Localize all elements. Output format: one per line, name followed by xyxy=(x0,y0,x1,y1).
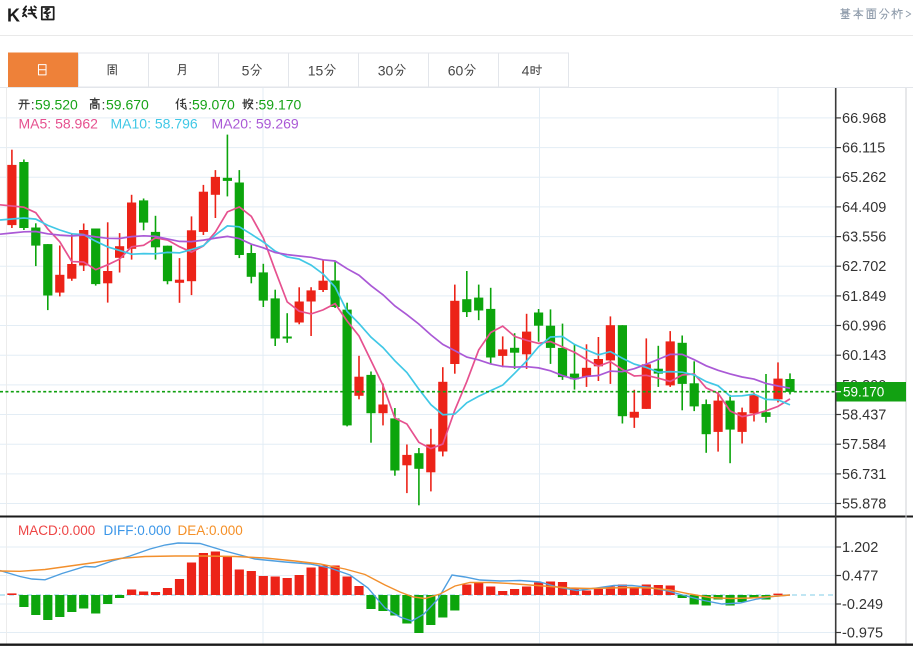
svg-text:59.670: 59.670 xyxy=(106,97,149,113)
svg-text:55.878: 55.878 xyxy=(842,497,886,513)
svg-text:59.170: 59.170 xyxy=(843,385,884,400)
svg-text:0.477: 0.477 xyxy=(842,569,878,585)
svg-text:62.702: 62.702 xyxy=(842,259,886,275)
svg-text:66.968: 66.968 xyxy=(842,111,886,127)
svg-text:56.731: 56.731 xyxy=(842,467,886,483)
svg-text:DEA:0.000: DEA:0.000 xyxy=(178,523,243,538)
svg-text:-0.249: -0.249 xyxy=(842,597,883,613)
svg-text::: : xyxy=(188,97,192,113)
svg-text:1.202: 1.202 xyxy=(842,540,878,556)
svg-text::: : xyxy=(255,97,259,113)
svg-text:57.584: 57.584 xyxy=(842,437,886,453)
svg-text::: : xyxy=(102,97,106,113)
svg-text:60: 60 xyxy=(448,63,464,79)
svg-text::: : xyxy=(31,97,35,113)
svg-text:63.556: 63.556 xyxy=(842,230,886,246)
svg-text:59.170: 59.170 xyxy=(259,97,302,113)
svg-text:MA5: 58.962: MA5: 58.962 xyxy=(19,116,99,132)
svg-text:65.262: 65.262 xyxy=(842,170,886,186)
svg-text:60.143: 60.143 xyxy=(842,348,886,364)
svg-text:59.070: 59.070 xyxy=(192,97,235,113)
svg-text:60.996: 60.996 xyxy=(842,319,886,335)
svg-text:DIFF:0.000: DIFF:0.000 xyxy=(104,523,172,538)
svg-text:MACD:0.000: MACD:0.000 xyxy=(18,523,95,538)
svg-text:4: 4 xyxy=(522,63,530,79)
svg-text:MA10: 58.796: MA10: 58.796 xyxy=(111,116,198,132)
svg-text:15: 15 xyxy=(308,63,324,79)
svg-text:61.849: 61.849 xyxy=(842,289,886,305)
svg-text:MA20: 59.269: MA20: 59.269 xyxy=(212,116,299,132)
svg-text:30: 30 xyxy=(378,63,394,79)
svg-text:-0.975: -0.975 xyxy=(842,626,883,642)
svg-text:66.115: 66.115 xyxy=(842,141,885,157)
svg-text:59.520: 59.520 xyxy=(35,97,78,113)
svg-text:64.409: 64.409 xyxy=(842,200,886,216)
svg-text:5: 5 xyxy=(242,63,250,79)
svg-text:K: K xyxy=(7,6,20,26)
svg-text:58.437: 58.437 xyxy=(842,408,886,424)
